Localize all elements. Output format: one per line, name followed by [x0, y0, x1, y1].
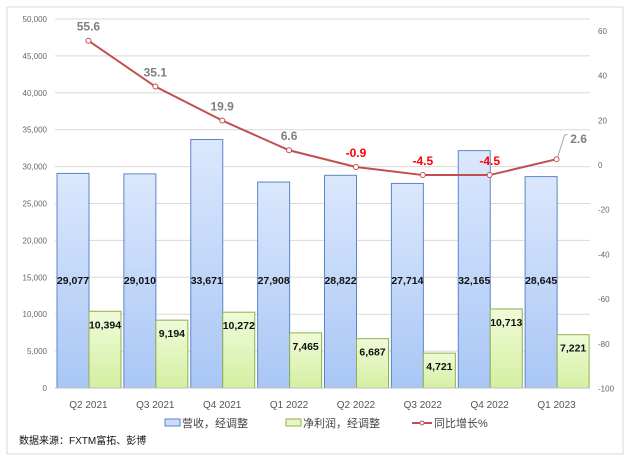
revenue-bar	[324, 174, 357, 389]
left-axis-tick: 15,000	[23, 273, 48, 282]
revenue-data-label: 28,645	[525, 275, 557, 287]
category-label: Q2 2021	[69, 400, 108, 411]
left-axis-tick: 45,000	[23, 52, 48, 61]
right-axis-tick: 0	[598, 161, 603, 170]
category-label: Q3 2022	[404, 400, 443, 411]
category-label: Q4 2022	[471, 400, 510, 411]
growth-marker	[352, 164, 359, 171]
revenue-bar	[390, 182, 424, 389]
net-profit-bar	[289, 332, 323, 389]
legend-growth-marker	[419, 420, 425, 426]
legend-net-profit-swatch	[285, 418, 302, 427]
left-axis-tick: 40,000	[23, 89, 48, 98]
right-axis-tick: -80	[598, 340, 610, 349]
net-profit-data-label: 9,194	[159, 328, 185, 340]
growth-data-label: 55.6	[77, 20, 101, 34]
right-axis-tick: -20	[598, 206, 610, 215]
revenue-data-label: 29,010	[124, 275, 156, 287]
growth-marker	[152, 83, 159, 90]
right-axis-tick: 20	[598, 116, 607, 125]
net-profit-bar	[422, 352, 456, 389]
net-profit-data-label: 4,721	[426, 361, 452, 373]
leader-line	[557, 133, 568, 158]
left-axis-tick: 5,000	[27, 347, 48, 356]
revenue-data-label: 28,822	[324, 275, 356, 287]
legend-revenue-label: 营收，经调整	[182, 416, 248, 430]
growth-marker	[553, 156, 560, 163]
right-axis-tick: -100	[598, 385, 615, 394]
category-label: Q1 2023	[537, 400, 576, 411]
revenue-bar	[123, 173, 157, 389]
growth-marker	[219, 117, 226, 124]
category-label: Q2 2022	[337, 400, 376, 411]
growth-data-label: 35.1	[144, 66, 168, 80]
revenue-data-label: 33,671	[191, 275, 223, 287]
revenue-data-label: 29,077	[57, 275, 89, 287]
net-profit-data-label: 7,465	[292, 341, 318, 353]
revenue-bar	[457, 150, 491, 389]
left-axis-tick: 25,000	[23, 200, 48, 209]
growth-data-label: 6.6	[281, 129, 298, 143]
net-profit-bar	[489, 308, 523, 389]
revenue-bar	[56, 172, 90, 389]
left-axis-tick: 30,000	[23, 163, 48, 172]
legend-net-profit-label: 净利润，经调整	[303, 416, 380, 430]
net-profit-data-label: 6,687	[359, 347, 385, 359]
net-profit-data-label: 10,272	[223, 320, 255, 332]
growth-marker	[85, 37, 92, 44]
left-axis-tick: 0	[43, 384, 48, 393]
legend-growth-label: 同比增长%	[434, 416, 488, 430]
growth-data-label: 19.9	[211, 100, 235, 114]
growth-marker	[286, 147, 293, 154]
revenue-bar	[190, 139, 224, 389]
net-profit-bar	[356, 338, 389, 389]
growth-line	[87, 39, 557, 177]
right-axis-tick: 40	[598, 72, 607, 81]
net-profit-bar	[556, 334, 590, 389]
right-axis-tick: -40	[598, 250, 610, 259]
category-label: Q1 2022	[270, 400, 309, 411]
revenue-bar	[257, 181, 291, 389]
left-axis-tick: 50,000	[23, 15, 48, 24]
growth-marker	[486, 172, 493, 179]
revenue-data-label: 27,908	[258, 275, 290, 287]
net-profit-bar	[222, 311, 256, 389]
category-label: Q3 2021	[136, 400, 175, 411]
left-axis-tick: 10,000	[23, 310, 48, 319]
source-note: 数据来源：FXTM富拓、彭博	[19, 436, 147, 447]
revenue-data-label: 27,714	[391, 275, 423, 287]
revenue-data-label: 32,165	[458, 275, 490, 287]
left-axis-tick: 20,000	[23, 236, 48, 245]
category-label: Q4 2021	[203, 400, 242, 411]
right-axis-tick: 60	[598, 27, 607, 36]
legend-revenue-swatch	[164, 418, 181, 427]
growth-data-label: -0.9	[346, 146, 367, 160]
net-profit-bar	[88, 310, 122, 389]
growth-data-label: -4.5	[412, 154, 433, 168]
net-profit-bar	[155, 319, 189, 389]
right-axis-tick: -60	[598, 295, 610, 304]
revenue-bar	[524, 176, 558, 389]
left-axis-tick: 35,000	[23, 126, 48, 135]
net-profit-data-label: 7,221	[560, 343, 586, 355]
growth-data-label: 2.6	[570, 132, 587, 146]
growth-marker	[419, 172, 426, 179]
net-profit-data-label: 10,713	[490, 317, 522, 329]
net-profit-data-label: 10,394	[89, 319, 121, 331]
growth-data-label: -4.5	[479, 154, 500, 168]
